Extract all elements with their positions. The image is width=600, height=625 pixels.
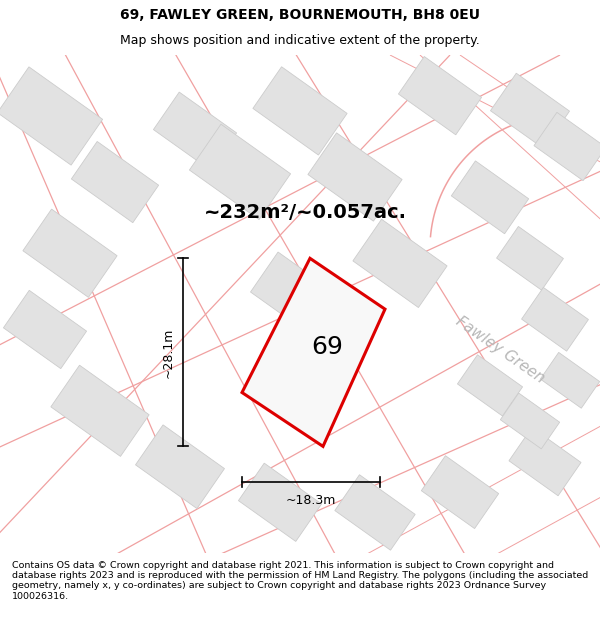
Text: ~18.3m: ~18.3m (286, 494, 336, 507)
Polygon shape (242, 258, 385, 446)
Polygon shape (335, 475, 415, 550)
Text: 69: 69 (311, 334, 343, 359)
Polygon shape (353, 219, 447, 308)
Polygon shape (238, 463, 322, 541)
Polygon shape (154, 92, 236, 171)
Text: ~232m²/~0.057ac.: ~232m²/~0.057ac. (203, 203, 407, 222)
Polygon shape (398, 56, 482, 135)
Polygon shape (251, 252, 340, 336)
Polygon shape (534, 112, 600, 181)
Polygon shape (136, 425, 224, 509)
Text: Map shows position and indicative extent of the property.: Map shows position and indicative extent… (120, 34, 480, 47)
Polygon shape (308, 133, 402, 221)
Polygon shape (457, 355, 523, 416)
Polygon shape (541, 352, 599, 408)
Polygon shape (421, 456, 499, 529)
Polygon shape (500, 393, 560, 449)
Polygon shape (190, 124, 290, 219)
Polygon shape (51, 365, 149, 456)
Polygon shape (71, 141, 158, 222)
Polygon shape (4, 291, 86, 369)
Polygon shape (497, 226, 563, 290)
Polygon shape (23, 209, 117, 298)
Polygon shape (509, 428, 581, 496)
Polygon shape (521, 288, 589, 351)
Text: Contains OS data © Crown copyright and database right 2021. This information is : Contains OS data © Crown copyright and d… (12, 561, 588, 601)
Text: ~28.1m: ~28.1m (161, 327, 175, 378)
Polygon shape (451, 161, 529, 234)
Polygon shape (0, 67, 103, 165)
Text: 69, FAWLEY GREEN, BOURNEMOUTH, BH8 0EU: 69, FAWLEY GREEN, BOURNEMOUTH, BH8 0EU (120, 8, 480, 22)
Text: Fawley Green: Fawley Green (453, 314, 547, 386)
Polygon shape (253, 67, 347, 155)
Polygon shape (490, 73, 569, 149)
